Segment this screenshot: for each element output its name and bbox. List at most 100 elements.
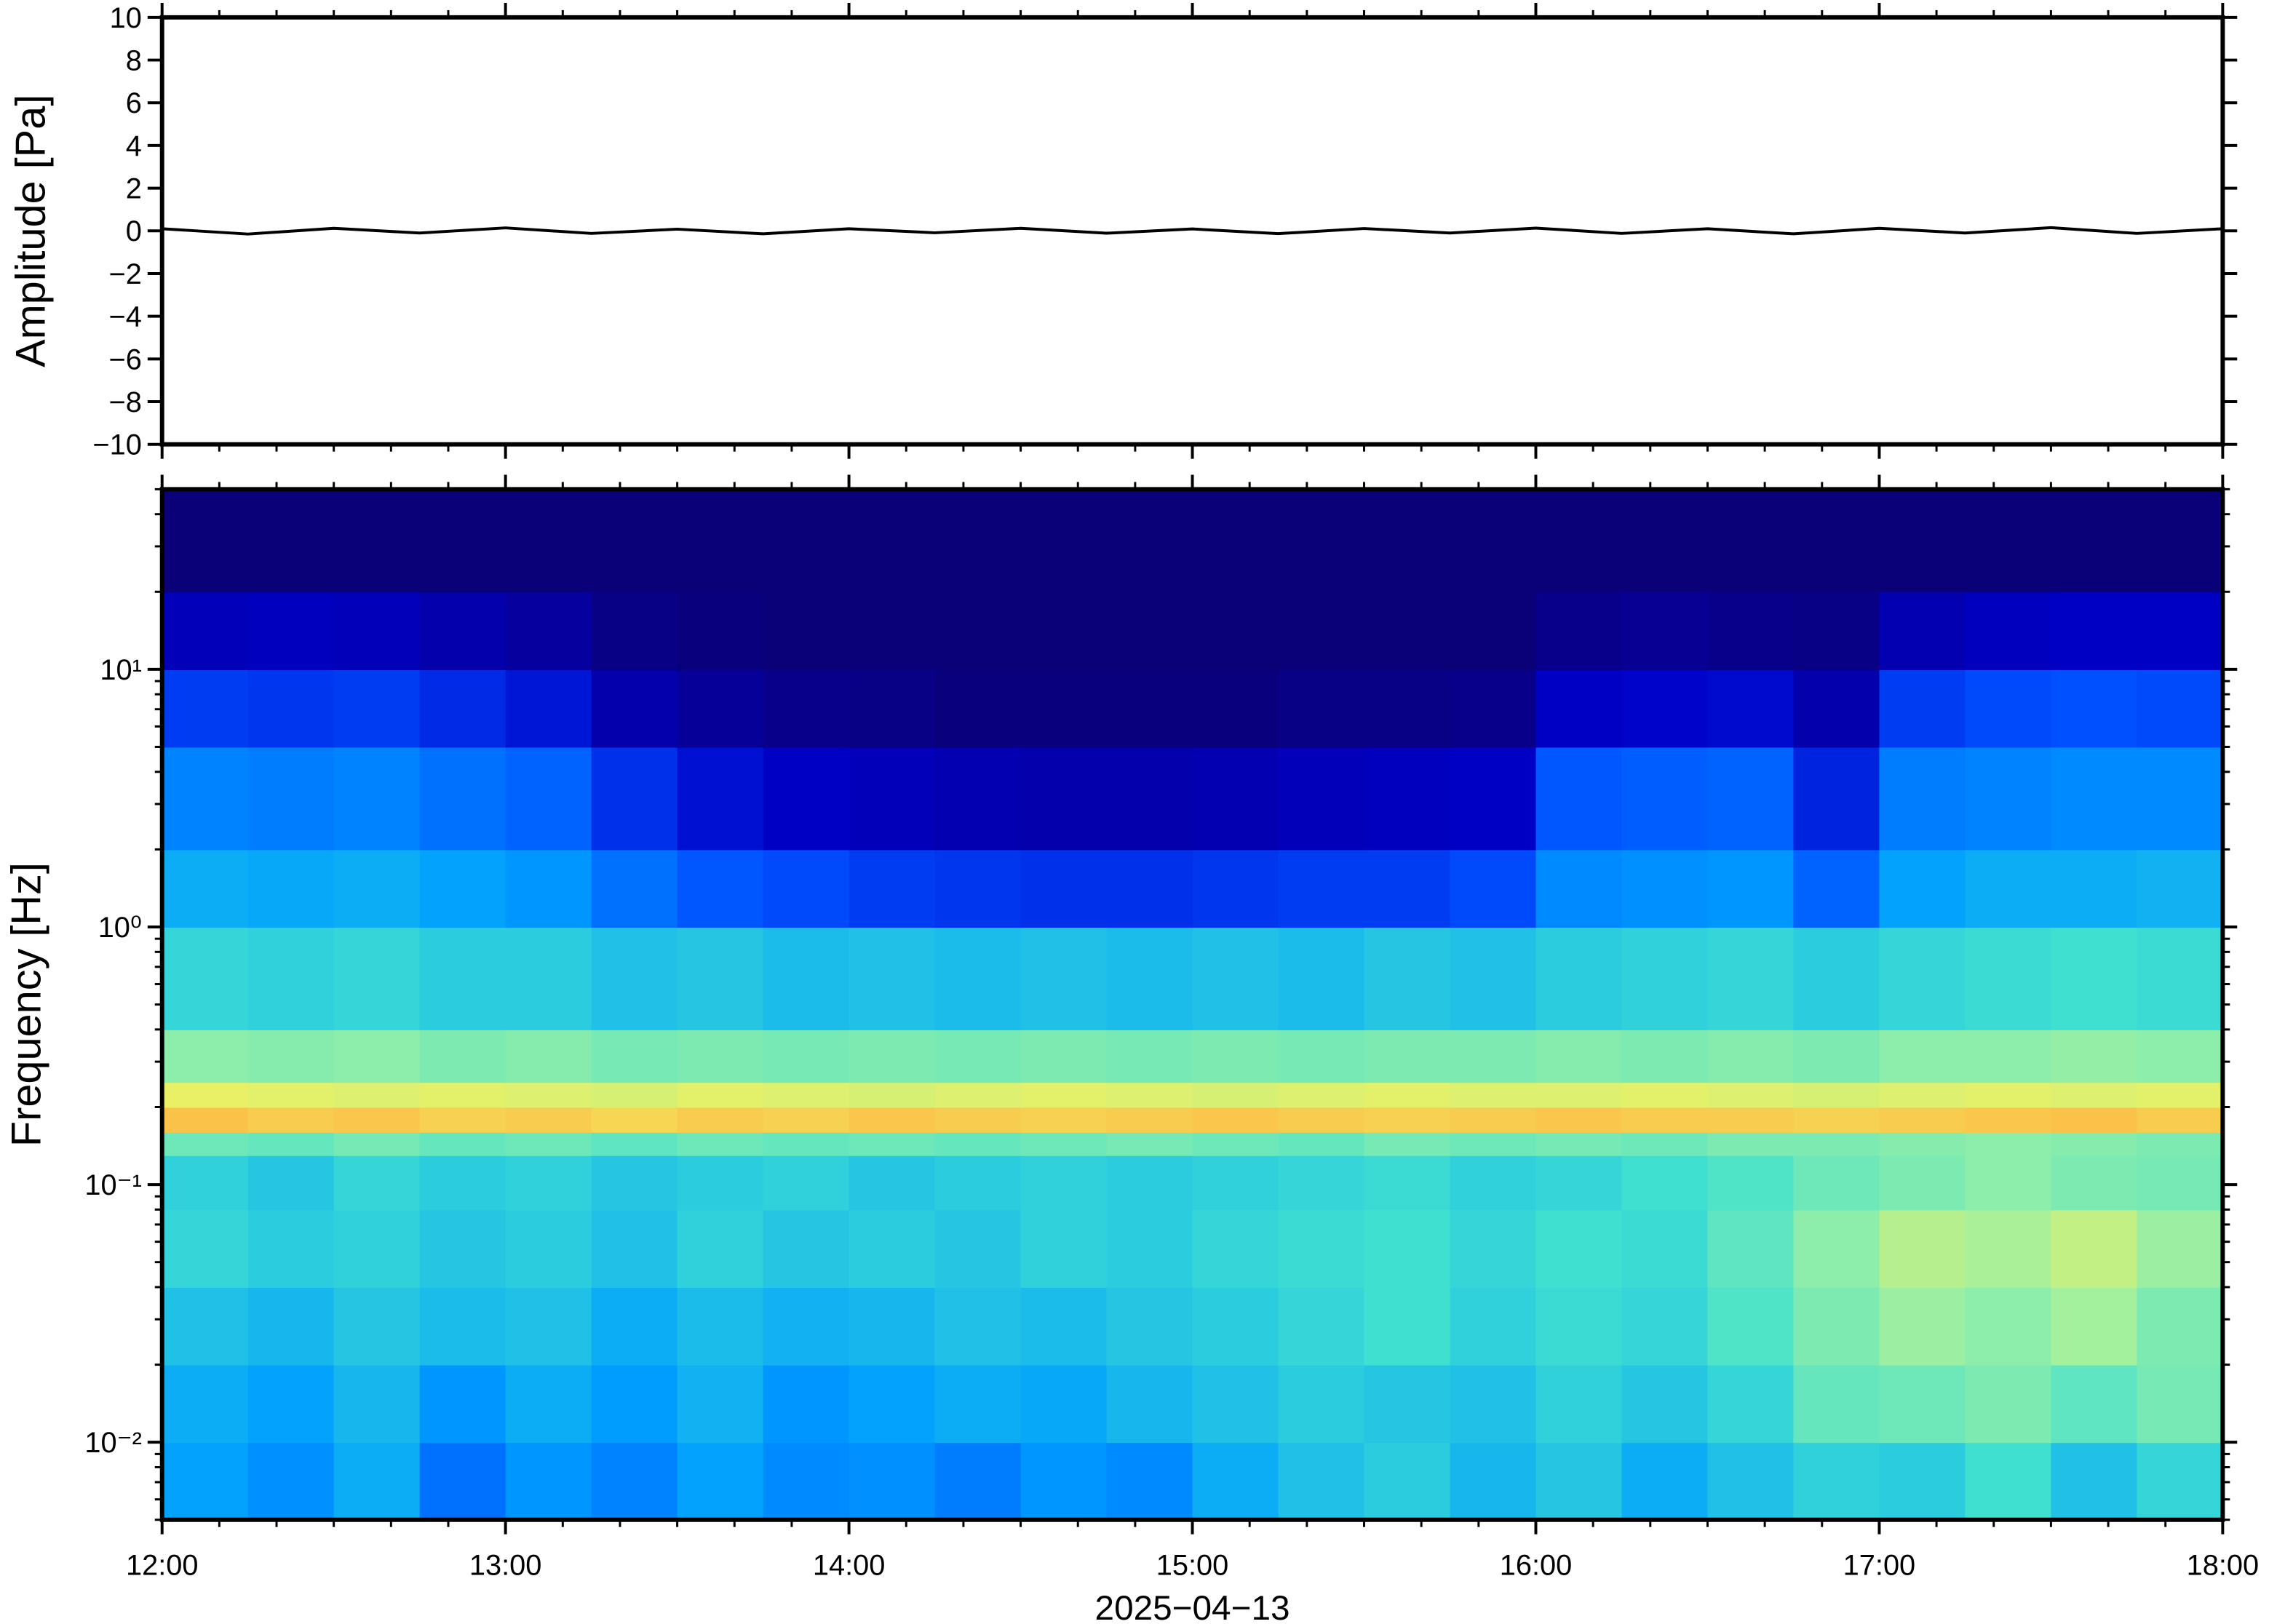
spectrogram-cell	[419, 1364, 506, 1444]
spectrogram-cell	[591, 592, 678, 670]
spectrogram-cell	[591, 669, 678, 748]
spectrogram-cell	[2051, 1029, 2138, 1083]
spectrogram-cell	[1707, 1107, 1795, 1133]
spectrogram-cell	[591, 926, 678, 1030]
spectrogram-cell	[1192, 592, 1279, 670]
y-tick-label: −4	[109, 301, 142, 333]
spectrogram-cell	[1020, 1442, 1108, 1521]
spectrogram-cell	[162, 1286, 249, 1366]
spectrogram-cell	[247, 1155, 335, 1211]
spectrogram-cell	[333, 1209, 421, 1288]
spectrogram-cell	[1965, 1029, 2052, 1083]
spectrogram-cell	[1621, 1209, 1709, 1288]
y-tick-label: 0	[126, 215, 142, 247]
spectrogram-cell	[2137, 747, 2224, 851]
spectrogram-cell	[934, 1364, 1022, 1444]
spectrogram-cell	[1106, 669, 1193, 748]
spectrogram-cell	[1106, 1029, 1193, 1083]
spectrogram-cell	[1106, 592, 1193, 670]
spectrogram-cell	[1364, 747, 1451, 851]
spectrogram-cell	[247, 1029, 335, 1083]
spectrogram-cell	[419, 592, 506, 670]
spectrogram-cell	[1020, 1364, 1108, 1444]
y-tick-label: −8	[109, 386, 142, 418]
spectrogram-cell	[1278, 592, 1365, 670]
spectrogram-cell	[1535, 1442, 1623, 1521]
spectrogram-cell	[2137, 1131, 2224, 1156]
spectrogram-cell	[1278, 1286, 1365, 1366]
spectrogram-cell	[1020, 1131, 1108, 1156]
spectrogram-cell	[2051, 1209, 2138, 1288]
spectrogram-cell	[591, 489, 678, 593]
spectrogram-cell	[1020, 489, 1108, 593]
spectrogram-cell	[505, 926, 592, 1030]
spectrogram-cell	[1364, 926, 1451, 1030]
spectrogram-cell	[1450, 1107, 1537, 1133]
spectrogram-cell	[1192, 747, 1279, 851]
spectrogram-cell	[934, 1442, 1022, 1521]
spectrogram-cell	[1707, 592, 1795, 670]
y-tick-label: 8	[126, 44, 142, 76]
spectrogram-cell	[677, 1131, 764, 1156]
spectrogram-cell	[677, 1155, 764, 1211]
spectrogram-cell	[763, 1131, 850, 1156]
spectrogram-cell	[1364, 1107, 1451, 1133]
spectrogram-cell	[1621, 1029, 1709, 1083]
spectrogram-cell	[1106, 1131, 1193, 1156]
spectrogram-cell	[1020, 747, 1108, 851]
spectrogram-cell	[677, 1286, 764, 1366]
spectrogram-cell	[1707, 1442, 1795, 1521]
y-tick-label: −2	[109, 258, 142, 290]
spectrogram-cell	[1879, 1209, 1966, 1288]
spectrogram-cell	[505, 1155, 592, 1211]
spectrogram-cell	[1707, 1029, 1795, 1083]
spectrogram-cell	[1707, 1082, 1795, 1108]
spectrogram-cell	[1020, 1155, 1108, 1211]
spectrogram-cell	[2051, 1131, 2138, 1156]
spectrogram-cell	[1364, 1364, 1451, 1444]
spectrogram-cell	[1364, 1209, 1451, 1288]
spectrogram-cell	[1793, 747, 1880, 851]
spectrogram-cell	[1965, 1286, 2052, 1366]
spectrogram-cell	[419, 1209, 506, 1288]
spectrogram-cell	[934, 1131, 1022, 1156]
spectrogram-cell	[1192, 1364, 1279, 1444]
spectrogram-cell	[849, 1286, 936, 1366]
spectrogram-cell	[162, 1029, 249, 1083]
spectrogram-cell	[1793, 1082, 1880, 1108]
spectrogram-cell	[1278, 849, 1365, 928]
spectrogram-cell	[1278, 1364, 1365, 1444]
spectrogram-cell	[247, 592, 335, 670]
spectrogram-cell	[934, 1286, 1022, 1366]
spectrogram-cell	[2137, 669, 2224, 748]
spectrogram-cell	[1965, 1107, 2052, 1133]
spectrogram-cell	[1621, 1442, 1709, 1521]
spectrogram-cell	[333, 747, 421, 851]
spectrogram-cell	[1192, 1131, 1279, 1156]
spectrogram-cell	[934, 747, 1022, 851]
y-axis-label: Frequency [Hz]	[4, 862, 50, 1147]
spectrogram-cell	[591, 1209, 678, 1288]
spectrogram-cell	[1793, 1286, 1880, 1366]
spectrogram-cell	[1535, 1155, 1623, 1211]
spectrogram-cell	[1192, 849, 1279, 928]
spectrogram-cell	[505, 1364, 592, 1444]
x-tick-label: 14:00	[813, 1549, 885, 1581]
spectrogram-cell	[1106, 1082, 1193, 1108]
spectrogram-cell	[763, 669, 850, 748]
spectrogram-cell	[2137, 849, 2224, 928]
spectrogram-cell	[1879, 489, 1966, 593]
spectrogram-cell	[849, 1209, 936, 1288]
spectrogram-cell	[1965, 489, 2052, 593]
spectrogram-cell	[1707, 849, 1795, 928]
spectrogram-cell	[849, 1029, 936, 1083]
spectrogram-cell	[2051, 747, 2138, 851]
spectrogram-cell	[677, 489, 764, 593]
spectrogram-cell	[247, 1209, 335, 1288]
spectrogram-cell	[505, 1209, 592, 1288]
spectrogram-cell	[2051, 489, 2138, 593]
spectrogram-cell	[1450, 747, 1537, 851]
spectrogram-cell	[1879, 1082, 1966, 1108]
